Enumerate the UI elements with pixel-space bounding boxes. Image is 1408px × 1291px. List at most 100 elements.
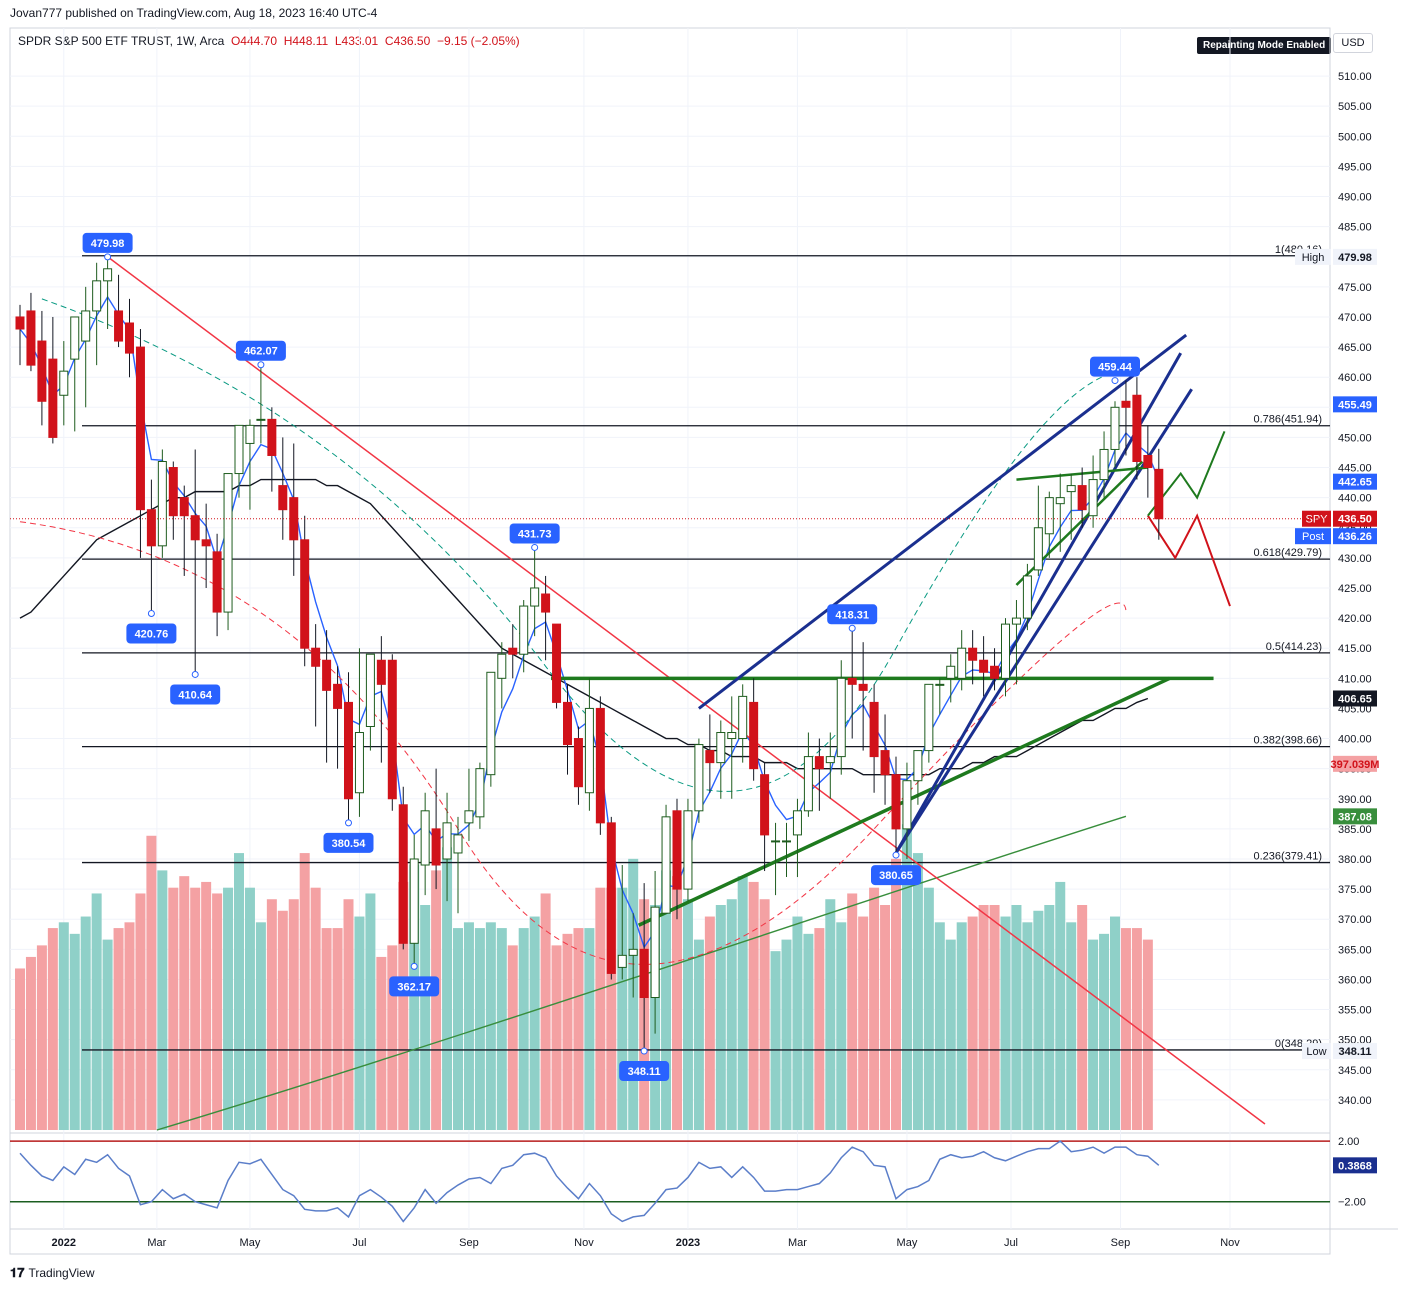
price-tick-label: 390.00 bbox=[1338, 794, 1372, 806]
red-downtrend-line bbox=[107, 256, 1266, 1125]
candle bbox=[606, 816, 616, 980]
candle bbox=[530, 547, 540, 637]
candle bbox=[333, 666, 343, 769]
candle-body bbox=[1110, 406, 1120, 450]
candle-body bbox=[935, 683, 945, 686]
volume-bar bbox=[1033, 910, 1044, 1130]
axis-price-tag-text: 479.98 bbox=[1338, 252, 1372, 264]
candle-body bbox=[924, 683, 934, 752]
candle bbox=[15, 304, 25, 366]
candle bbox=[431, 768, 441, 890]
footer-branding: 𝟏𝟕 TradingView bbox=[10, 1265, 95, 1281]
candle bbox=[902, 762, 912, 859]
volume-bar bbox=[934, 922, 945, 1130]
time-tick-label: Sep bbox=[1111, 1237, 1131, 1249]
volume-bar bbox=[234, 853, 244, 1130]
candle-body bbox=[267, 418, 277, 456]
price-tick-label: 465.00 bbox=[1338, 342, 1372, 354]
axis-side-tag-text: Post bbox=[1302, 531, 1324, 543]
candle bbox=[847, 628, 857, 739]
volume-bar bbox=[978, 905, 989, 1130]
volume-bar bbox=[102, 939, 113, 1130]
candle-body bbox=[311, 647, 321, 667]
candle bbox=[1132, 377, 1142, 480]
volume-bar bbox=[562, 933, 573, 1130]
volume-bar bbox=[365, 893, 376, 1130]
volume-bar bbox=[792, 916, 803, 1130]
candle bbox=[201, 503, 211, 588]
candle bbox=[1044, 491, 1054, 558]
candle bbox=[486, 671, 496, 787]
candle bbox=[48, 316, 58, 444]
candle-body bbox=[59, 370, 69, 396]
axis-side-tag-text: Low bbox=[1306, 1046, 1326, 1058]
candle-body bbox=[1044, 497, 1054, 535]
candle bbox=[1077, 467, 1087, 528]
volume-bar bbox=[431, 870, 442, 1130]
volume-bar bbox=[354, 916, 365, 1130]
candle-body bbox=[464, 810, 474, 824]
candle bbox=[26, 292, 36, 372]
volume-bar bbox=[1131, 928, 1142, 1130]
candle-body bbox=[398, 804, 408, 944]
candle-body bbox=[606, 822, 616, 974]
candle-body bbox=[628, 948, 638, 956]
candle-body bbox=[146, 509, 156, 547]
candle-body bbox=[365, 653, 375, 727]
tradingview-logo-icon: 𝟏𝟕 bbox=[10, 1265, 25, 1280]
volume-bar bbox=[847, 893, 858, 1130]
volume-bar bbox=[1055, 881, 1066, 1130]
candle bbox=[278, 437, 288, 540]
pivot-marker bbox=[147, 610, 155, 618]
volume-bar bbox=[135, 893, 146, 1130]
candle-body bbox=[530, 587, 540, 607]
price-tick-label: 410.00 bbox=[1338, 673, 1372, 685]
volume-bar bbox=[1120, 928, 1131, 1130]
time-tick-label: Nov bbox=[1220, 1237, 1240, 1249]
candle-body bbox=[541, 593, 551, 613]
candle-body bbox=[617, 954, 627, 968]
volume-bar bbox=[190, 887, 201, 1130]
currency-selector[interactable]: USD bbox=[1333, 33, 1373, 53]
volume-bar bbox=[25, 956, 36, 1130]
candle bbox=[541, 575, 551, 661]
candle-body bbox=[760, 774, 770, 836]
time-tick-label: Jul bbox=[352, 1237, 366, 1249]
candle bbox=[1154, 448, 1164, 540]
candle-body bbox=[344, 701, 353, 800]
pivot-label-box bbox=[827, 604, 878, 625]
volume-bar bbox=[584, 928, 595, 1130]
volume-bar bbox=[923, 887, 934, 1130]
volume-bar bbox=[573, 928, 584, 1130]
repainting-mode-badge: Repainting Mode Enabled bbox=[1197, 37, 1332, 54]
price-tick-label: 385.00 bbox=[1338, 824, 1372, 836]
volume-bar bbox=[485, 922, 496, 1130]
price-tick-label: 440.00 bbox=[1338, 493, 1372, 505]
candle-body bbox=[26, 310, 36, 366]
volume-bar bbox=[212, 893, 223, 1130]
pivot-marker bbox=[1111, 377, 1119, 385]
pivot-label-text: 362.17 bbox=[397, 981, 431, 993]
candle-body bbox=[37, 340, 47, 402]
price-tick-label: 470.00 bbox=[1338, 312, 1372, 324]
moving-average-green bbox=[156, 815, 1127, 1131]
candle bbox=[891, 756, 901, 856]
price-tick-label: 380.00 bbox=[1338, 854, 1372, 866]
volume-bar bbox=[1110, 916, 1120, 1130]
candle-body bbox=[803, 756, 813, 812]
candle bbox=[1099, 431, 1109, 498]
volume-bar bbox=[1011, 905, 1022, 1130]
candle-body bbox=[1066, 485, 1076, 493]
volume-bar bbox=[69, 933, 80, 1130]
volume-bar bbox=[770, 951, 781, 1130]
candle bbox=[661, 804, 671, 914]
candle bbox=[420, 792, 430, 896]
price-tick-label: 375.00 bbox=[1338, 884, 1372, 896]
candle-body bbox=[1143, 454, 1153, 469]
volume-bar bbox=[321, 928, 332, 1130]
candle bbox=[672, 798, 682, 920]
axis-price-tag-text: 387.08 bbox=[1338, 811, 1372, 823]
candle-body bbox=[201, 539, 211, 547]
candle-body bbox=[913, 750, 923, 782]
